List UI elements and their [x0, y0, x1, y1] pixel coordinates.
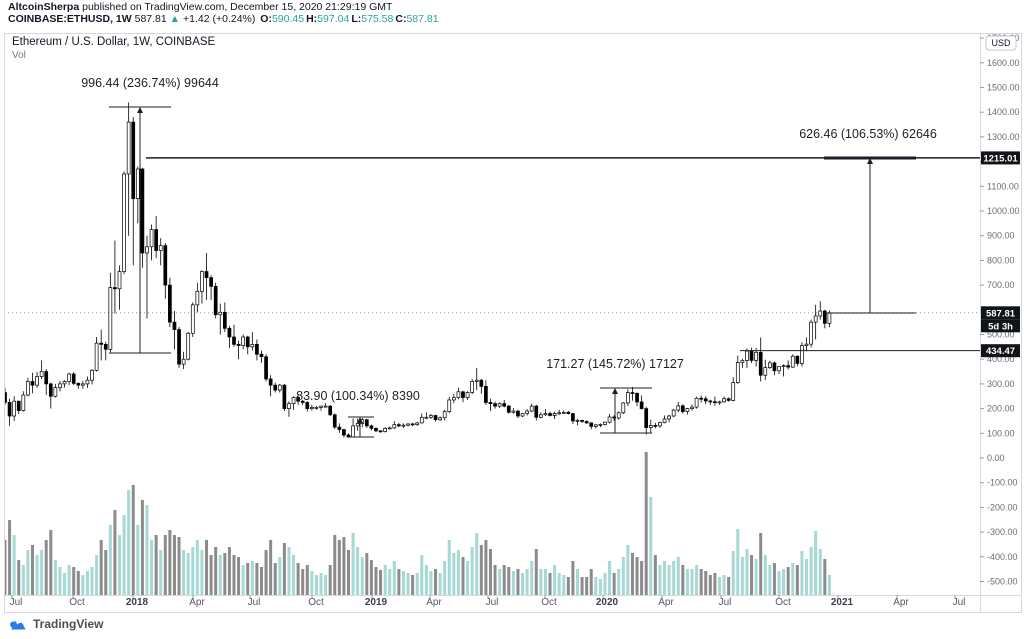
time-label-month: Oct	[308, 597, 324, 608]
measurement-tool[interactable]: 171.27 (145.72%) 17127	[546, 357, 684, 434]
ohlc-pair: H:597.04	[306, 13, 350, 25]
price-tick-label: 1300.00	[987, 132, 1020, 142]
price-tick-label: 300.00	[987, 379, 1015, 389]
chart-title: Ethereum / U.S. Dollar, 1W, COINBASE	[12, 36, 216, 48]
time-label-month: Jul	[952, 597, 966, 608]
price-tick-label: 1100.00	[987, 181, 1019, 191]
chart-legend: Ethereum / U.S. Dollar, 1W, COINBASE Vol	[12, 36, 215, 61]
tradingview-footer[interactable]: TradingView	[8, 617, 103, 631]
measurement-tool[interactable]: 626.46 (106.53%) 62646	[799, 127, 937, 314]
time-label-month: Jul	[718, 597, 732, 608]
price-axis[interactable]: -500.00 -400.00 -300.00 -200.00 -100.00 0.00 1…	[980, 33, 1020, 587]
time-label-year: 2020	[595, 597, 619, 608]
chart-area[interactable]: 996.44 (236.74%) 99644 83.90 (100.34%) 83…	[3, 33, 1022, 613]
price-tick-label: -400.00	[987, 552, 1018, 562]
price-tick-label: -100.00	[987, 478, 1018, 488]
time-label-month: Jul	[9, 597, 23, 608]
price-tick-label: 700.00	[987, 280, 1015, 290]
measurement-label: 626.46 (106.53%) 62646	[799, 127, 937, 141]
byline-author: AltcoinSherpa	[8, 1, 80, 13]
time-label-year: 2018	[125, 597, 149, 608]
byline: AltcoinSherpa published on TradingView.c…	[8, 1, 392, 13]
price-tick-label: 0.00	[987, 453, 1005, 463]
price-tick-label: -200.00	[987, 502, 1018, 512]
price-tick-label: 200.00	[987, 404, 1015, 414]
measurement-tool[interactable]: 996.44 (236.74%) 99644	[81, 76, 219, 354]
currency-unit-button[interactable]: USD	[985, 35, 1017, 51]
time-label-year: 2019	[364, 597, 388, 608]
measurement-label: 996.44 (236.74%) 99644	[81, 76, 219, 90]
time-label-month: Oct	[541, 597, 557, 608]
volume-series	[3, 452, 831, 595]
svg-text:USD: USD	[991, 38, 1011, 48]
price-tick-label: -300.00	[987, 527, 1018, 537]
bar-countdown-badge: 5d 3h	[981, 319, 1020, 333]
price-label-badge: 587.81	[981, 306, 1020, 320]
price-tick-label: 1500.00	[987, 83, 1020, 93]
price-tick-label: -500.00	[987, 577, 1018, 587]
tradingview-logo-text: TradingView	[33, 617, 104, 631]
svg-text:587.81: 587.81	[986, 308, 1016, 319]
ohlc-pair: L:575.58	[351, 13, 394, 25]
ohlc-pair: O:590.45	[260, 13, 305, 25]
price-tick-label: 900.00	[987, 231, 1015, 241]
time-label-month: Oct	[775, 597, 791, 608]
price-label-badge: 434.47	[981, 344, 1020, 358]
quote-line: COINBASE:ETHUSD, 1W 587.81 ▲ +1.42 (+0.2…	[8, 13, 439, 25]
svg-text:5d 3h: 5d 3h	[988, 321, 1013, 332]
last-price: 587.81	[134, 13, 167, 25]
symbol-label: COINBASE:ETHUSD, 1W	[8, 13, 132, 25]
price-tick-label: 1600.00	[987, 58, 1020, 68]
chart-svg[interactable]: 996.44 (236.74%) 99644 83.90 (100.34%) 83…	[3, 33, 1022, 613]
time-label-year: 2021	[830, 597, 854, 608]
chart-borders	[4, 33, 1022, 613]
time-label-month: Apr	[893, 597, 909, 608]
up-arrow-icon: ▲	[169, 13, 181, 25]
tradingview-logo-icon	[10, 620, 26, 630]
time-label-month: Apr	[189, 597, 205, 608]
price-tick-label: 1000.00	[987, 206, 1020, 216]
ohlc-values: O:590.45 H:597.04 L:575.58 C:587.81	[258, 13, 438, 25]
svg-text:1215.01: 1215.01	[983, 153, 1018, 164]
price-tick-label: 100.00	[987, 428, 1015, 438]
time-label-month: Apr	[426, 597, 442, 608]
price-tick-label: 500.00	[987, 330, 1015, 340]
price-change: +1.42 (+0.24%)	[182, 13, 256, 25]
volume-indicator-label: Vol	[12, 50, 26, 61]
measurement-tool[interactable]: 83.90 (100.34%) 8390	[296, 389, 420, 438]
time-axis[interactable]: Jul Oct 2018 Apr Jul Oct 2019 Apr Jul Oct 2020 Apr J…	[4, 597, 980, 613]
price-tick-label: 800.00	[987, 255, 1015, 265]
measurement-label: 83.90 (100.34%) 8390	[296, 389, 420, 403]
time-axis-ticks	[11, 595, 956, 599]
ohlc-pair: C:587.81	[395, 13, 439, 25]
svg-text:434.47: 434.47	[986, 346, 1015, 357]
measurement-label: 171.27 (145.72%) 17127	[546, 357, 684, 371]
time-label-month: Jul	[247, 597, 261, 608]
time-label-month: Jul	[485, 597, 499, 608]
price-label-badge: 1215.01	[981, 151, 1020, 165]
candlestick-series	[3, 102, 832, 438]
price-tick-label: 1400.00	[987, 107, 1020, 117]
byline-rest: published on TradingView.com, December 1…	[79, 1, 393, 13]
time-label-month: Oct	[69, 597, 85, 608]
price-tick-label: 400.00	[987, 354, 1015, 364]
time-label-month: Apr	[658, 597, 674, 608]
